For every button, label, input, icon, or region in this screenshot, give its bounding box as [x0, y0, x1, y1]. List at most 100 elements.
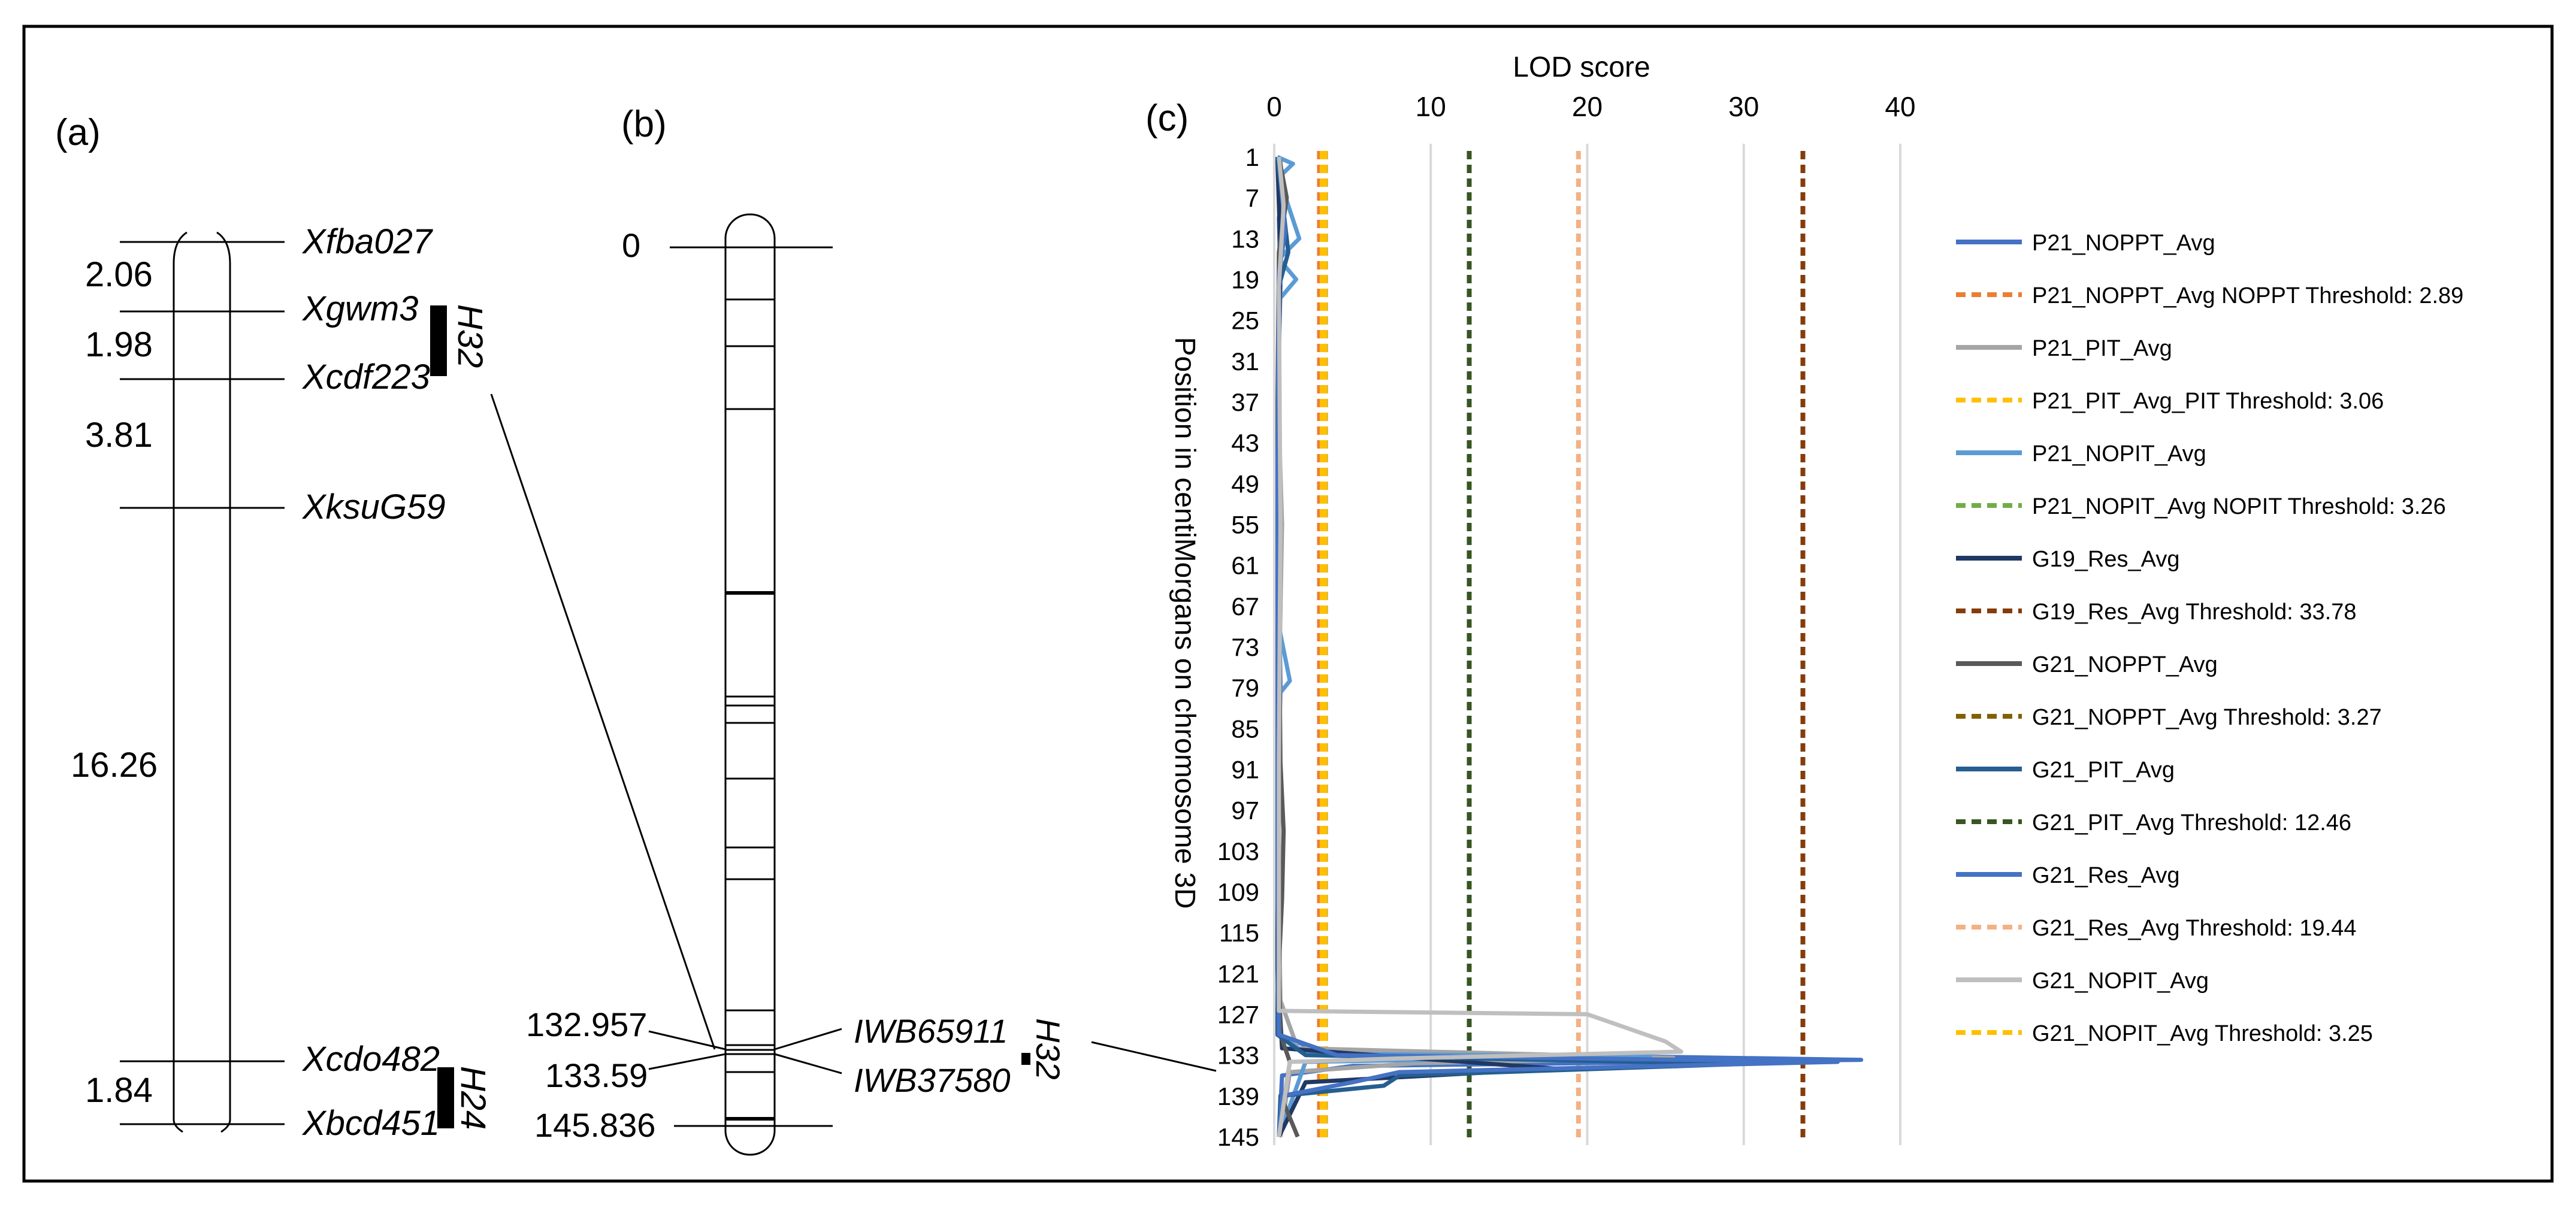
y-tick-label-103: 103 [1217, 837, 1259, 865]
legend-label-11: G21_PIT_Avg [2032, 758, 2175, 783]
legend-entry-2[interactable]: P21_NOPPT_Avg NOPPT Threshold: 2.89 [1956, 283, 2463, 308]
distance-4: 16.26 [71, 746, 158, 785]
legend-label-9: G21_NOPPT_Avg [2032, 652, 2218, 677]
legend-entry-10[interactable]: G21_NOPPT_Avg Threshold: 3.27 [1956, 705, 2382, 730]
x-tick-label-40: 40 [1885, 91, 1915, 122]
position-0: 0 [622, 226, 640, 264]
chart-title: LOD score [1513, 52, 1650, 83]
x-tick-label-0: 0 [1266, 91, 1282, 122]
y-tick-label-133: 133 [1217, 1042, 1259, 1070]
legend[interactable]: P21_NOPPT_Avg P21_NOPPT_Avg NOPPT Thresho… [1956, 231, 2463, 1046]
position-13359: 133.59 [545, 1056, 648, 1094]
legend-label-12: G21_PIT_Avg Threshold: 12.46 [2032, 810, 2351, 835]
y-tick-label-61: 61 [1231, 552, 1259, 580]
y-tick-label-91: 91 [1231, 756, 1259, 784]
connector-a-to-b [490, 393, 716, 1050]
distance-2: 1.98 [85, 325, 153, 364]
figure-frame [22, 25, 2554, 1183]
leader-13359 [648, 1053, 726, 1070]
y-axis-label: Position in centiMorgans on chromosome 3… [1169, 337, 1201, 909]
marker-xcdo482: Xcdo482 [301, 1040, 440, 1079]
y-tick-label-55: 55 [1231, 511, 1259, 539]
legend-entry-7[interactable]: G19_Res_Avg [1956, 547, 2179, 572]
legend-label-6: P21_NOPIT_Avg NOPIT Threshold: 3.26 [2032, 494, 2446, 519]
y-tick-label-13: 13 [1231, 225, 1259, 253]
legend-entry-5[interactable]: P21_NOPIT_Avg [1956, 441, 2206, 467]
marker-bands [725, 298, 775, 1121]
panel-b-label: (b) [621, 104, 667, 145]
bar-h32-b-label: H32 [1029, 1018, 1067, 1080]
legend-entry-3[interactable]: P21_PIT_Avg [1956, 336, 2172, 361]
bar-h24-a [437, 1067, 454, 1128]
y-tick-label-19: 19 [1231, 266, 1259, 294]
panel-b-chromosome [724, 213, 776, 1156]
x-tick-label-30: 30 [1728, 91, 1759, 122]
y-tick-label-79: 79 [1231, 674, 1259, 702]
legend-label-13: G21_Res_Avg [2032, 863, 2179, 888]
y-tick-label-127: 127 [1217, 1001, 1259, 1029]
bar-h24-a-label: H24 [453, 1066, 492, 1130]
legend-label-4: P21_PIT_Avg_PIT Threshold: 3.06 [2032, 389, 2384, 414]
marker-xcdf223: Xcdf223 [301, 358, 430, 396]
leader-iwb37580 [774, 1053, 842, 1074]
y-tick-label-97: 97 [1231, 797, 1259, 825]
distance-1: 2.06 [85, 255, 153, 294]
legend-entry-16[interactable]: G21_NOPIT_Avg Threshold: 3.25 [1956, 1021, 2373, 1046]
bar-h32-b [1021, 1053, 1030, 1065]
y-tick-label-121: 121 [1217, 959, 1259, 988]
legend-entry-1[interactable]: P21_NOPPT_Avg [1956, 231, 2215, 256]
legend-entry-11[interactable]: G21_PIT_Avg [1956, 758, 2175, 783]
series-line-15 [1277, 156, 1683, 1137]
y-tick-label-49: 49 [1231, 470, 1259, 498]
y-tick-label-139: 139 [1217, 1082, 1259, 1110]
y-tick-label-145: 145 [1217, 1123, 1259, 1151]
y-tick-label-1: 1 [1245, 143, 1259, 171]
legend-label-15: G21_NOPIT_Avg [2032, 968, 2209, 994]
y-tick-label-85: 85 [1231, 715, 1259, 743]
legend-label-8: G19_Res_Avg Threshold: 33.78 [2032, 600, 2357, 625]
y-tick-label-109: 109 [1217, 878, 1259, 906]
legend-label-2: P21_NOPPT_Avg NOPPT Threshold: 2.89 [2032, 283, 2463, 308]
bar-h32-a [430, 305, 447, 376]
x-tick-label-20: 20 [1572, 91, 1603, 122]
legend-label-1: P21_NOPPT_Avg [2032, 231, 2215, 256]
y-tick-label-67: 67 [1231, 592, 1259, 620]
legend-label-16: G21_NOPIT_Avg Threshold: 3.25 [2032, 1021, 2373, 1046]
position-132957: 132.957 [526, 1006, 647, 1043]
legend-entry-13[interactable]: G21_Res_Avg [1956, 863, 2179, 888]
x-tick-label-10: 10 [1416, 91, 1446, 122]
marker-iwb65911: IWB65911 [854, 1012, 1008, 1050]
marker-xgwm3: Xgwm3 [301, 289, 418, 328]
marker-iwb37580: IWB37580 [854, 1061, 1011, 1099]
leader-iwb65911 [774, 1028, 842, 1050]
legend-entry-6[interactable]: P21_NOPIT_Avg NOPIT Threshold: 3.26 [1956, 494, 2446, 519]
legend-entry-9[interactable]: G21_NOPPT_Avg [1956, 652, 2218, 677]
legend-entry-4[interactable]: P21_PIT_Avg_PIT Threshold: 3.06 [1956, 389, 2384, 414]
panel-a-chromosome-left [173, 231, 188, 1133]
y-tick-label-115: 115 [1219, 919, 1259, 947]
y-tick-label-25: 25 [1231, 307, 1259, 335]
bar-h32-a-label: H32 [451, 304, 489, 368]
y-tick-label-43: 43 [1231, 429, 1259, 457]
grid-layer [1429, 144, 1901, 1145]
x-tick-labels: 0 10 20 30 40 [1266, 91, 1915, 122]
distance-3: 3.81 [85, 416, 153, 455]
connector-b-to-c [1091, 1041, 1217, 1072]
legend-label-5: P21_NOPIT_Avg [2032, 441, 2206, 467]
marker-xfba027: Xfba027 [301, 222, 434, 261]
legend-entry-8[interactable]: G19_Res_Avg Threshold: 33.78 [1956, 600, 2357, 625]
panel-c: (c) LOD score Position in centiMorgans o… [1145, 52, 2463, 1151]
distance-5: 1.84 [85, 1071, 153, 1110]
y-tick-label-73: 73 [1231, 633, 1259, 661]
panel-b: (b) 0 [526, 104, 1217, 1156]
legend-entry-14[interactable]: G21_Res_Avg Threshold: 19.44 [1956, 916, 2357, 941]
leader-132957 [648, 1030, 726, 1050]
marker-xbcd451: Xbcd451 [301, 1104, 440, 1143]
legend-entry-12[interactable]: G21_PIT_Avg Threshold: 12.46 [1956, 810, 2351, 835]
legend-entry-15[interactable]: G21_NOPIT_Avg [1956, 968, 2209, 994]
panel-a: (a) Xfba027 Xgwm3 Xcdf223 XksuG59 Xcdo48… [55, 112, 716, 1143]
legend-label-7: G19_Res_Avg [2032, 547, 2179, 572]
series-lines [1275, 155, 1864, 1138]
legend-label-3: P21_PIT_Avg [2032, 336, 2172, 361]
